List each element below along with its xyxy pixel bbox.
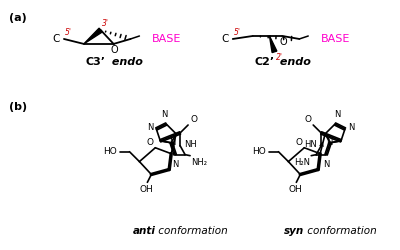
- Text: N: N: [326, 138, 332, 147]
- Text: N: N: [323, 160, 329, 168]
- Text: BASE: BASE: [321, 34, 350, 44]
- Text: O: O: [146, 138, 153, 147]
- Text: (a): (a): [9, 13, 27, 23]
- Text: C: C: [222, 34, 229, 44]
- Text: anti: anti: [132, 226, 155, 236]
- Text: conformation: conformation: [155, 226, 228, 236]
- Text: OH: OH: [288, 185, 302, 194]
- Text: O: O: [280, 37, 287, 47]
- Text: syn: syn: [284, 226, 304, 236]
- Text: endo: endo: [108, 57, 142, 67]
- Text: BASE: BASE: [152, 34, 182, 44]
- Text: HN: HN: [304, 140, 317, 149]
- Text: N: N: [169, 138, 175, 147]
- Text: N: N: [161, 110, 168, 119]
- Text: (b): (b): [9, 102, 28, 112]
- Text: N: N: [348, 124, 354, 132]
- Text: C: C: [53, 34, 60, 44]
- Text: 5': 5': [234, 28, 241, 36]
- Text: O: O: [190, 115, 197, 124]
- Text: N: N: [147, 124, 153, 132]
- Text: NH₂: NH₂: [191, 158, 207, 167]
- Text: N: N: [172, 160, 178, 168]
- Text: NH: NH: [184, 140, 197, 149]
- Text: 5': 5': [65, 28, 72, 36]
- Text: C3’: C3’: [86, 57, 106, 67]
- Text: conformation: conformation: [304, 226, 377, 236]
- Text: HO: HO: [252, 147, 266, 156]
- Text: OH: OH: [140, 185, 153, 194]
- Text: H₂N: H₂N: [294, 158, 310, 167]
- Text: C2’: C2’: [254, 57, 274, 67]
- Polygon shape: [270, 36, 277, 52]
- Text: endo: endo: [276, 57, 311, 67]
- Text: 3': 3': [102, 19, 109, 28]
- Text: HO: HO: [103, 147, 116, 156]
- Text: O: O: [304, 115, 311, 124]
- Text: O: O: [111, 45, 118, 55]
- Text: O: O: [295, 138, 302, 147]
- Text: 2': 2': [276, 53, 282, 62]
- Polygon shape: [84, 28, 102, 44]
- Text: N: N: [334, 110, 340, 119]
